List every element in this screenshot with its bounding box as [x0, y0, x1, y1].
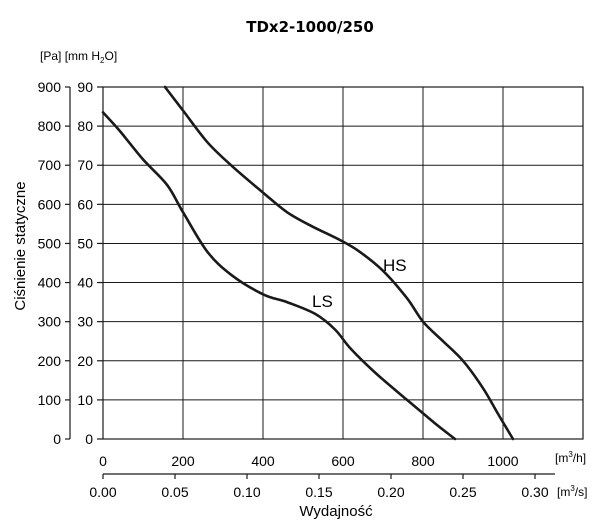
grid — [102, 86, 584, 440]
x-tick-label-m3h: 800 — [411, 453, 435, 469]
x-tick-label-m3s: 0.20 — [377, 484, 404, 500]
y-tick-label-pa: 800 — [38, 118, 62, 134]
x-tick-label-m3s: 0.05 — [161, 484, 188, 500]
y-axis-title: Ciśnienie statyczne — [12, 181, 29, 310]
y-tick-label-pa: 600 — [38, 196, 62, 212]
y-tick-label-mmh2o: 40 — [77, 275, 93, 291]
series-line-ls — [101, 111, 457, 441]
x-tick-label-m3s: 0.10 — [233, 484, 260, 500]
series-label-hs: HS — [383, 256, 407, 275]
y-unit-mmh2o-sub: 2 — [100, 56, 105, 65]
y-tick-label-pa: 100 — [38, 392, 62, 408]
y-tick-label-mmh2o: 30 — [77, 314, 93, 330]
y-tick-label-mmh2o: 50 — [77, 235, 93, 251]
y-tick-label-mmh2o: 80 — [77, 118, 93, 134]
y-unit-pa: [Pa] — [40, 49, 61, 63]
y-tick-label-pa: 0 — [53, 431, 61, 447]
y-unit-label: [Pa] [mm H2O] — [40, 49, 117, 65]
series-lines — [101, 85, 515, 441]
axis-ticks: 0100200300400500600700800900010203040506… — [38, 79, 555, 500]
plot-frame — [102, 86, 584, 440]
x-tick-label-m3h: 1000 — [487, 453, 518, 469]
y-tick-label-pa: 300 — [38, 314, 62, 330]
y-tick-label-mmh2o: 10 — [77, 392, 93, 408]
y-tick-label-mmh2o: 0 — [85, 431, 93, 447]
x-unit-m3h: [m3/h] — [555, 450, 586, 465]
x-tick-label-m3h: 0 — [99, 453, 107, 469]
x-tick-label-m3s: 0.30 — [521, 484, 548, 500]
y-tick-label-mmh2o: 90 — [77, 79, 93, 95]
y-unit-mmh2o-end: O] — [104, 49, 117, 63]
y-tick-label-pa: 400 — [38, 275, 62, 291]
x-tick-label-m3s: 0.25 — [449, 484, 476, 500]
x-tick-label-m3h: 400 — [251, 453, 275, 469]
chart-title: TDx2-1000/250 — [246, 18, 374, 36]
series-label-ls: LS — [312, 292, 333, 311]
y-tick-label-pa: 200 — [38, 353, 62, 369]
series-line-hs — [163, 85, 515, 441]
x-tick-label-m3h: 200 — [171, 453, 195, 469]
x-axis-title: Wydajność — [299, 503, 373, 520]
x-tick-label-m3s: 0.15 — [305, 484, 332, 500]
x-unit-m3s: [m3/s] — [557, 484, 587, 499]
y-tick-label-pa: 900 — [38, 79, 62, 95]
y-tick-label-mmh2o: 70 — [77, 157, 93, 173]
y-tick-label-mmh2o: 20 — [77, 353, 93, 369]
y-tick-label-pa: 700 — [38, 157, 62, 173]
x-tick-label-m3s: 0.00 — [89, 484, 116, 500]
y-tick-label-mmh2o: 60 — [77, 196, 93, 212]
y-tick-label-pa: 500 — [38, 235, 62, 251]
y-unit-mmh2o: [mm H — [65, 49, 100, 63]
x-tick-label-m3h: 600 — [331, 453, 355, 469]
